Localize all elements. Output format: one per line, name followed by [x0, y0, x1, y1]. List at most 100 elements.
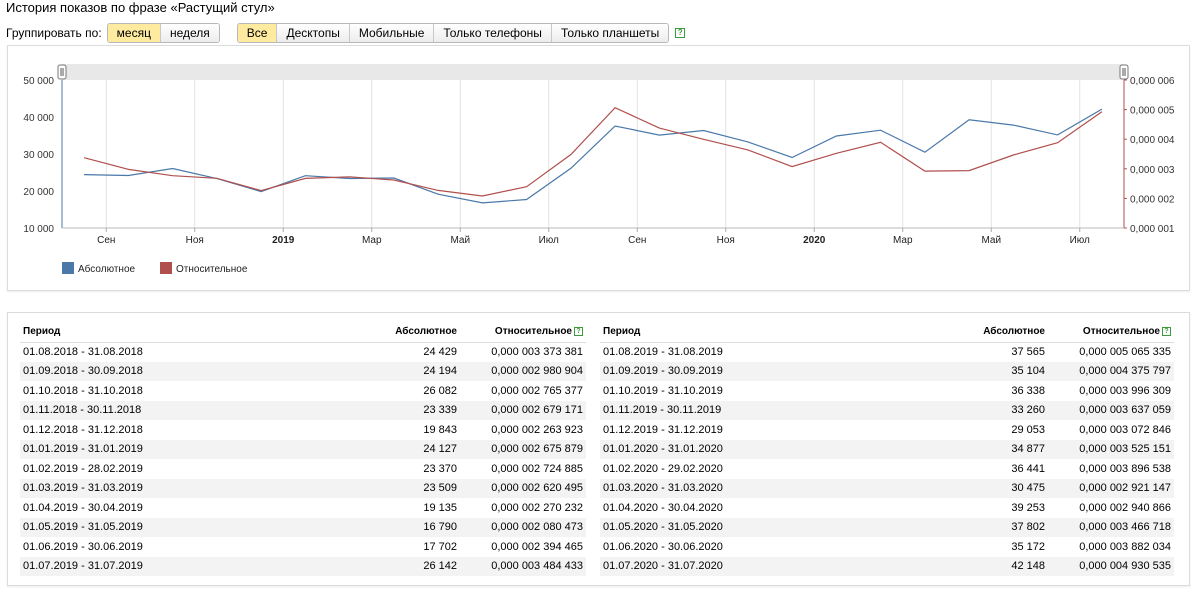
- period-cell: 01.01.2019 - 31.01.2019: [20, 439, 285, 459]
- col-relative: Относительное?: [460, 322, 586, 343]
- group-month-button[interactable]: месяц: [107, 24, 161, 42]
- legend-absolute-swatch: [62, 262, 74, 274]
- relative-cell: 0,000 003 525 151: [1048, 439, 1174, 459]
- relative-help-icon[interactable]: ?: [1162, 327, 1171, 337]
- absolute-cell: 29 053: [1011, 423, 1045, 436]
- period-cell: 01.03.2019 - 31.03.2019: [20, 478, 285, 498]
- relative-cell: 0,000 002 394 465: [491, 540, 583, 553]
- y-right-tick: 0,000 001: [1130, 224, 1175, 235]
- absolute-cell: 26 142: [285, 556, 460, 576]
- navigator-band: [62, 64, 1124, 80]
- table-row: 01.01.2020 - 31.01.2020 34 877 0,000 003 5…: [600, 439, 1174, 459]
- y-left-tick: 10 000: [23, 224, 54, 235]
- absolute-cell: 35 104: [865, 361, 1048, 381]
- period-cell: 01.12.2019 - 31.12.2019: [603, 423, 723, 436]
- relative-cell: 0,000 002 765 377: [491, 384, 583, 397]
- table-row: 01.06.2020 - 30.06.2020 35 172 0,000 003 8…: [600, 537, 1174, 557]
- table-row: 01.03.2019 - 31.03.2019 23 509 0,000 002 6…: [20, 478, 586, 498]
- relative-cell: 0,000 002 679 171: [460, 400, 586, 420]
- y-right-tick: 0,000 004: [1130, 135, 1175, 146]
- y-left-tick: 20 000: [23, 187, 54, 198]
- table-panel: Период Абсолютное Относительное? 01.08.2…: [7, 312, 1190, 586]
- relative-cell: 0,000 003 072 846: [1079, 423, 1171, 436]
- relative-cell: 0,000 002 940 866: [1079, 501, 1171, 514]
- table-row: 01.03.2020 - 31.03.2020 30 475 0,000 002 9…: [600, 478, 1174, 498]
- absolute-cell: 33 260: [865, 400, 1048, 420]
- table-row: 01.06.2019 - 30.06.2019 17 702 0,000 002 3…: [20, 537, 586, 557]
- period-cell: 01.06.2020 - 30.06.2020: [603, 540, 723, 553]
- table-row: 01.05.2020 - 31.05.2020 37 802 0,000 003 4…: [600, 517, 1174, 537]
- table-row: 01.10.2019 - 31.10.2019 36 338 0,000 003 9…: [600, 381, 1174, 401]
- group-by-label: Группировать по:: [6, 26, 102, 40]
- table-row: 01.09.2018 - 30.09.2018 24 194 0,000 002 9…: [20, 361, 586, 381]
- col-relative-label: Относительное: [1082, 326, 1160, 338]
- history-chart: 10 000 20 000 30 000 40 000 50 000 0,000 001 0…: [23, 64, 1175, 275]
- table-row: 01.09.2019 - 30.09.2019 35 104 0,000 004 3…: [600, 361, 1174, 381]
- absolute-cell: 36 338: [1011, 384, 1045, 397]
- absolute-series-line: [84, 108, 1103, 204]
- x-tick: Июл: [539, 235, 559, 246]
- table-row: 01.04.2020 - 30.04.2020 39 253 0,000 002 9…: [600, 498, 1174, 518]
- period-cell: 01.11.2019 - 30.11.2019: [600, 400, 865, 420]
- period-cell: 01.06.2019 - 30.06.2019: [23, 540, 143, 553]
- period-cell: 01.03.2020 - 31.03.2020: [600, 478, 865, 498]
- page-title: История показов по фразе «Растущий стул»: [6, 0, 275, 15]
- device-desktop-button[interactable]: Десктопы: [277, 24, 350, 42]
- period-cell: 01.04.2019 - 30.04.2019: [23, 501, 143, 514]
- x-tick: Ноя: [186, 235, 204, 246]
- absolute-cell: 30 475: [865, 478, 1048, 498]
- period-cell: 01.02.2020 - 29.02.2020: [603, 462, 723, 475]
- col-absolute: Абсолютное: [865, 322, 1048, 343]
- group-week-button[interactable]: неделя: [160, 24, 219, 42]
- period-cell: 01.01.2020 - 31.01.2020: [600, 439, 865, 459]
- left-handle: [57, 64, 67, 80]
- x-tick: Май: [981, 235, 1001, 246]
- relative-cell: 0,000 002 080 473: [460, 517, 586, 537]
- relative-cell: 0,000 003 996 309: [1079, 384, 1171, 397]
- relative-help-icon[interactable]: ?: [574, 327, 583, 337]
- device-phones-button[interactable]: Только телефоны: [434, 24, 552, 42]
- device-mobile-button[interactable]: Мобильные: [349, 24, 435, 42]
- absolute-cell: 24 127: [285, 439, 460, 459]
- col-period: Период: [600, 322, 865, 343]
- period-cell: 01.05.2020 - 31.05.2020: [600, 517, 865, 537]
- period-cell: 01.09.2019 - 30.09.2019: [600, 361, 865, 381]
- col-period: Период: [20, 322, 285, 343]
- absolute-cell: 19 843: [423, 423, 457, 436]
- table-row: 01.07.2020 - 31.07.2020 42 148 0,000 004 9…: [600, 556, 1174, 576]
- relative-cell: 0,000 002 620 495: [460, 478, 586, 498]
- relative-cell: 0,000 003 466 718: [1048, 517, 1174, 537]
- absolute-cell: 39 253: [1011, 501, 1045, 514]
- history-table-right: Период Абсолютное Относительное? 01.08.2…: [600, 322, 1174, 576]
- period-cell: 01.07.2019 - 31.07.2019: [20, 556, 285, 576]
- relative-cell: 0,000 004 930 535: [1048, 556, 1174, 576]
- relative-cell: 0,000 004 375 797: [1048, 361, 1174, 381]
- table-row: 01.02.2019 - 28.02.2019 23 370 0,000 002 7…: [20, 459, 586, 479]
- relative-cell: 0,000 005 065 335: [1079, 346, 1171, 358]
- help-icon[interactable]: ?: [675, 28, 686, 38]
- y-right-tick: 0,000 002: [1130, 194, 1175, 205]
- x-tick: 2019: [272, 235, 295, 246]
- table-row: 01.01.2019 - 31.01.2019 24 127 0,000 002 6…: [20, 439, 586, 459]
- absolute-cell: 36 441: [1011, 462, 1045, 475]
- absolute-cell: 37 802: [865, 517, 1048, 537]
- absolute-cell: 35 172: [1011, 540, 1045, 553]
- relative-cell: 0,000 002 270 232: [491, 501, 583, 514]
- device-tablets-button[interactable]: Только планшеты: [551, 24, 669, 42]
- table-row: 01.07.2019 - 31.07.2019 26 142 0,000 003 4…: [20, 556, 586, 576]
- table-row: 01.12.2018 - 31.12.2018 19 843 0,000 002 2…: [20, 420, 586, 440]
- legend-relative-label: Относительное: [176, 264, 248, 275]
- absolute-cell: 23 509: [285, 478, 460, 498]
- period-cell: 01.07.2020 - 31.07.2020: [600, 556, 865, 576]
- relative-series-line: [83, 106, 1103, 197]
- absolute-cell: 23 370: [423, 462, 457, 475]
- x-tick: Сен: [628, 235, 646, 246]
- relative-cell: 0,000 002 980 904: [460, 361, 586, 381]
- chart-panel: 10 000 20 000 30 000 40 000 50 000 0,000 001 0…: [7, 45, 1190, 291]
- x-tick: 2020: [803, 235, 826, 246]
- table-row: 01.08.2018 - 31.08.2018 24 429 0,000 003 3…: [20, 342, 586, 362]
- device-all-button[interactable]: Все: [237, 24, 278, 42]
- y-left-tick: 40 000: [23, 113, 54, 124]
- table-row: 01.02.2020 - 29.02.2020 36 441 0,000 003 8…: [600, 459, 1174, 479]
- group-by-switch: месяц неделя: [106, 23, 220, 43]
